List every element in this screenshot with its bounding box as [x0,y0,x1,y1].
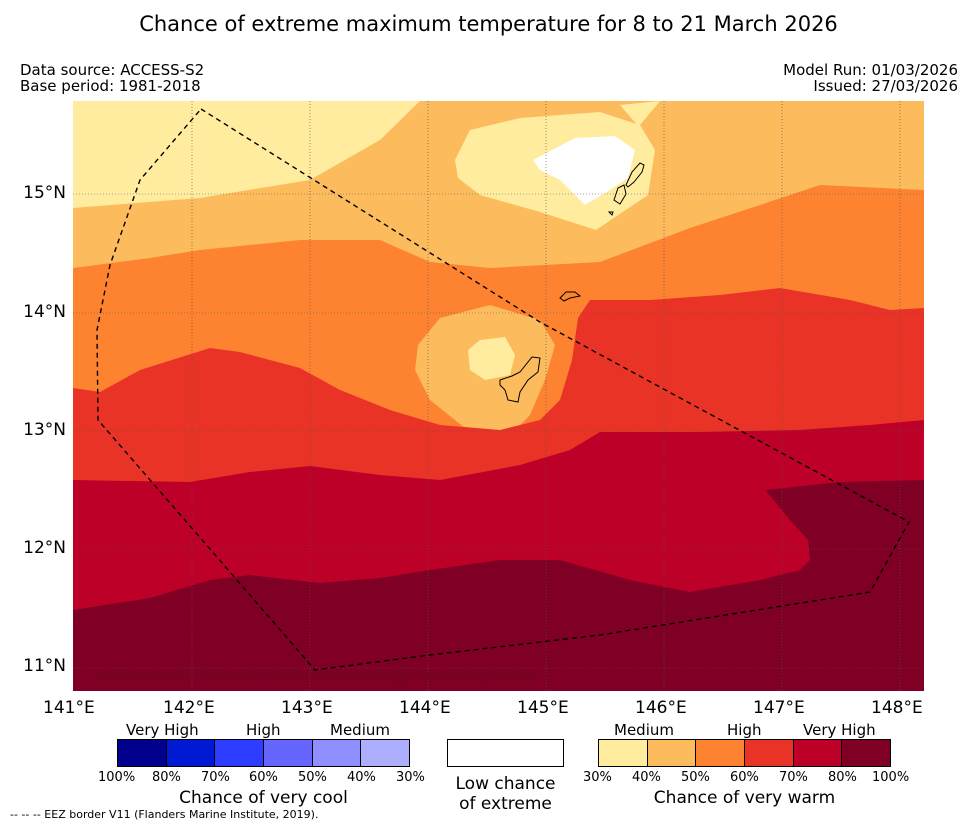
lat-label: 14°N [23,302,66,322]
issued-date: Issued: 27/03/2026 [813,77,958,95]
warm-tick: 100% [872,770,910,785]
low-chance-swatch [447,739,564,767]
cool-tick: 40% [347,770,376,785]
low-chance-line: Low chance [455,774,556,794]
warm-swatch [793,740,843,766]
warm-tick: 60% [730,770,759,785]
copyright-notice: © Commonwealth of Australia 2026, Bureau… [95,670,537,682]
band-80-100 [73,480,924,691]
warm-swatch [599,740,648,766]
map-fields [73,101,924,691]
low-chance-line: of extreme [459,794,552,814]
band-30-40-eye [468,337,515,380]
cool-tick: 100% [98,770,136,785]
lon-label: 146°E [635,698,687,718]
low-chance-label: Low chance of extreme [430,774,581,814]
lon-label: 144°E [399,698,451,718]
island-outline [499,356,541,403]
warm-tick: 80% [828,770,857,785]
warm-tick: 70% [779,770,808,785]
cool-tick: 80% [152,770,181,785]
warm-swatch [647,740,697,766]
warm-category-label: Medium [614,721,674,739]
run-info: Model Run: 01/03/2026 Issued: 27/03/2026 [783,62,958,94]
warm-swatch [696,740,746,766]
cool-category-label: Medium [330,721,390,739]
cool-swatch [118,740,167,766]
warm-swatch [842,740,891,766]
cool-colorbar [117,739,410,767]
warm-tick: 50% [681,770,710,785]
lat-label: 15°N [23,183,66,203]
warm-colorbar [598,739,891,767]
data-source: Data source: ACCESS-S2 [20,61,205,79]
warm-category-label: High [727,721,762,739]
lon-label: 145°E [517,698,569,718]
warm-category-label: Very High [803,721,876,739]
warm-tick: 40% [632,770,661,785]
lon-label: 147°E [753,698,805,718]
cool-tick: 50% [298,770,327,785]
island-outline [613,184,627,205]
warm-swatch [745,740,794,766]
eez-border [96,108,910,671]
cool-tick: 70% [201,770,230,785]
lon-label: 148°E [871,698,923,718]
lon-label: 142°E [163,698,215,718]
cool-swatch [166,740,216,766]
data-info: Data source: ACCESS-S2 Base period: 1981… [20,62,204,94]
low-chance-area [533,136,635,205]
cool-swatch [264,740,313,766]
island-outline [559,291,582,302]
eez-footnote: -- -- -- EEZ border V11 (Flanders Marine… [10,808,319,821]
graticule [73,101,924,691]
page-title: Chance of extreme maximum temperature fo… [139,12,838,36]
cool-category-label: High [246,721,281,739]
cool-tick: 30% [396,770,425,785]
cool-swatch [312,740,362,766]
lat-label: 13°N [23,420,66,440]
lat-label: 12°N [23,538,66,558]
lon-label: 143°E [281,698,333,718]
cool-legend-title: Chance of very cool [179,788,348,808]
warm-legend-title: Chance of very warm [653,788,836,808]
cool-swatch [215,740,265,766]
island-outline [625,162,645,188]
lat-label: 11°N [23,656,66,676]
island-outline [607,211,614,216]
warm-tick: 30% [583,770,612,785]
cool-swatch [361,740,410,766]
cool-tick: 60% [249,770,278,785]
lon-label: 141°E [43,698,95,718]
base-period: Base period: 1981-2018 [20,77,201,95]
cool-category-label: Very High [126,721,199,739]
model-run: Model Run: 01/03/2026 [783,61,958,79]
